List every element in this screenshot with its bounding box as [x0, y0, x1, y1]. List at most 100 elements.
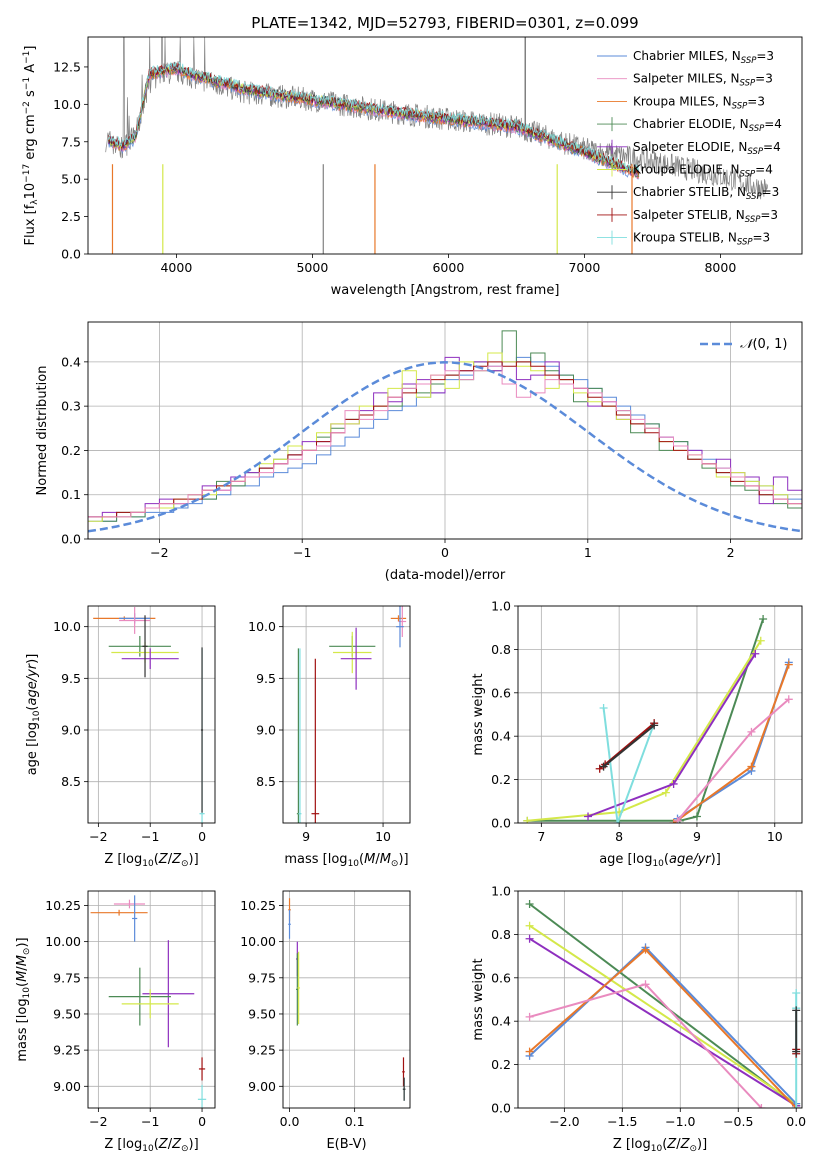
- x-tick-label: 10: [767, 829, 783, 844]
- y-tick-label: 8.5: [61, 774, 81, 789]
- y-tick-label: 10.00: [45, 934, 81, 949]
- y-tick-label: 0.6: [491, 970, 511, 985]
- mass-weight-line: [602, 707, 656, 823]
- y-tick-label: 0.8: [491, 642, 511, 657]
- mass_weight_vs_age-lines: [523, 615, 793, 823]
- spectrum-legend: Chabrier MILES, NSSP=3 Salpeter MILES, NS…: [597, 49, 782, 248]
- mass-weight-marker: [792, 1006, 801, 1015]
- y-tick-label: 9.5: [61, 671, 81, 686]
- mass-weight-marker: [747, 762, 756, 771]
- y-tick-label: 9.25: [53, 1043, 81, 1058]
- x-tick-label: 9: [302, 829, 310, 844]
- y-axis-label: mass weight: [471, 958, 486, 1040]
- model-spectrum-line: [108, 65, 640, 178]
- mass-weight-marker: [792, 988, 801, 997]
- legend-label: 𝒩(0, 1): [740, 337, 787, 352]
- mass-weight-marker: [525, 900, 534, 909]
- x-tick-label: 6000: [432, 260, 464, 275]
- x-axis-label: (data-model)/error: [385, 568, 506, 583]
- age_vs_Z-points: [93, 607, 205, 823]
- y-tick-label: 9.00: [248, 1079, 276, 1094]
- mass_vs_ebv-axes: 0.0 0.1 9.00 9.25 9.50 9.75 10.00 10.25: [240, 891, 410, 1129]
- x-tick-label: −2: [150, 545, 168, 560]
- x-tick-label: −2.0: [549, 1114, 579, 1129]
- legend-label: Salpeter MILES, NSSP=3: [633, 72, 773, 89]
- mass_weight_vs_age-axes: 7 8 9 10 0.0 0.2 0.4 0.6 0.8 1.0: [491, 599, 802, 844]
- y-tick-label: 0.6: [491, 685, 511, 700]
- x-tick-label: 0.1: [345, 1114, 365, 1129]
- axes-frame: [87, 890, 216, 1109]
- x-tick-label: 0: [198, 1114, 206, 1129]
- mass-weight-marker: [673, 816, 682, 823]
- x-tick-label: 1: [584, 545, 592, 560]
- mass_weight_vs_Z-lines: [525, 900, 801, 1108]
- y-tick-label: 0.2: [61, 443, 81, 458]
- y-tick-label: 10.25: [45, 898, 81, 913]
- mass-weight-marker: [599, 762, 608, 771]
- model-spectrum-line: [108, 67, 640, 180]
- model-spectrum-line: [108, 64, 640, 178]
- x-axis-label: age [log10(age/yr)]: [599, 852, 721, 869]
- axes-frame: [517, 890, 803, 1109]
- legend-label: Kroupa ELODIE, NSSP=4: [633, 163, 773, 180]
- x-tick-label: −1.0: [665, 1114, 695, 1129]
- residual-histograms: [88, 330, 802, 539]
- y-tick-label: 10.0: [248, 619, 276, 634]
- spectrum-lines: [105, 37, 769, 254]
- mass_vs_Z-points: [90, 895, 207, 1108]
- mass-weight-marker: [756, 636, 765, 645]
- legend-label: Chabrier ELODIE, NSSP=4: [633, 117, 782, 134]
- mass-weight-marker: [650, 721, 659, 730]
- legend-label: Salpeter ELODIE, NSSP=4: [633, 140, 781, 157]
- spectrum-axes: 4000 5000 6000 7000 8000 0.0 2.5 5.0 7.5 10.0 12.5: [53, 59, 736, 275]
- y-tick-label: 9.0: [256, 723, 276, 738]
- mass-weight-marker: [525, 934, 534, 943]
- age_vs_mass-axes: 9 10 8.5 9.0 9.5 10.0: [248, 606, 410, 844]
- y-tick-label: 9.00: [53, 1079, 81, 1094]
- y-tick-label: 0.4: [61, 354, 81, 369]
- y-tick-label: 10.00: [240, 934, 276, 949]
- y-tick-label: 9.50: [53, 1006, 81, 1021]
- y-tick-label: 9.75: [248, 970, 276, 985]
- legend-label: Salpeter STELIB, NSSP=3: [633, 208, 778, 225]
- mass-weight-marker: [784, 695, 793, 704]
- x-tick-label: −1: [141, 1114, 159, 1129]
- y-tick-label: 10.0: [53, 97, 81, 112]
- mass-weight-line: [527, 640, 762, 822]
- x-tick-label: 0.0: [280, 1114, 300, 1129]
- mass-weight-marker: [792, 1104, 801, 1108]
- y-tick-label: 2.5: [61, 209, 81, 224]
- y-tick-label: 0.2: [491, 1057, 511, 1072]
- y-tick-label: 10.25: [240, 898, 276, 913]
- mass-weight-marker: [584, 812, 593, 821]
- y-tick-label: 1.0: [491, 884, 511, 899]
- x-tick-label: 0: [198, 829, 206, 844]
- mass_vs_Z-axes: −2 −1 0 9.00 9.25 9.50 9.75 10.00 10.25: [45, 891, 215, 1129]
- mass-weight-marker: [523, 816, 532, 823]
- model-spectrum-line: [108, 68, 640, 180]
- mass-weight-line: [529, 937, 797, 1107]
- y-tick-label: 10.0: [53, 619, 81, 634]
- x-tick-label: 7000: [568, 260, 600, 275]
- legend-label: Chabrier STELIB, NSSP=3: [633, 185, 779, 202]
- x-axis-label: E(B-V): [326, 1137, 366, 1152]
- y-tick-label: 5.0: [61, 172, 81, 187]
- mass-weight-marker: [613, 819, 622, 823]
- axes-frame: [282, 605, 411, 824]
- mass-weight-marker: [784, 660, 793, 669]
- y-tick-label: 0.2: [491, 772, 511, 787]
- y-axis-label: mass [log10(M/M⊙)]: [15, 937, 32, 1061]
- x-axis-label: Z [log10(Z/Z⊙)]: [613, 1137, 707, 1154]
- age_vs_Z-axes: −2 −1 0 8.5 9.0 9.5 10.0: [53, 606, 215, 844]
- y-tick-label: 0.0: [491, 816, 511, 831]
- x-axis-label: wavelength [Angstrom, rest frame]: [331, 283, 560, 298]
- mass-weight-marker: [641, 945, 650, 954]
- mass_weight_vs_Z-axes: −2.0 −1.5 −1.0 −0.5 0.0 0.0 0.2 0.4 0.6 0.8 1.0: [491, 884, 806, 1130]
- mass-weight-line: [602, 724, 655, 768]
- y-tick-label: 0.8: [491, 927, 511, 942]
- y-tick-label: 0.0: [491, 1101, 511, 1116]
- y-tick-label: 0.0: [61, 532, 81, 547]
- y-tick-label: 0.3: [61, 399, 81, 414]
- model-spectrum-line: [108, 62, 640, 175]
- mass-weight-line: [528, 948, 797, 1108]
